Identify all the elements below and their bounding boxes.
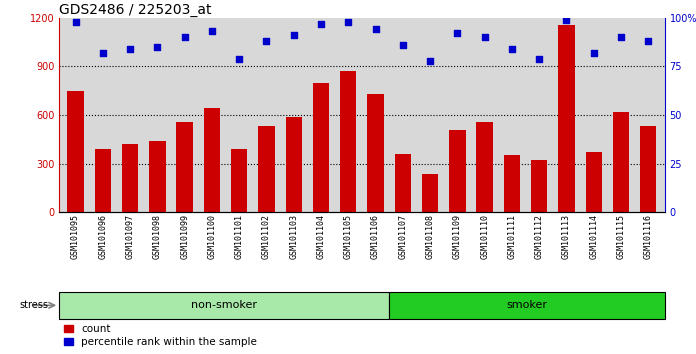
Bar xyxy=(177,122,193,212)
Bar xyxy=(585,152,602,212)
Bar xyxy=(367,94,383,212)
Text: stress: stress xyxy=(19,300,49,310)
Bar xyxy=(558,25,575,212)
Text: GDS2486 / 225203_at: GDS2486 / 225203_at xyxy=(59,3,212,17)
Point xyxy=(288,32,299,38)
Bar xyxy=(149,141,166,212)
Point xyxy=(642,38,654,44)
Bar xyxy=(204,108,220,212)
Point xyxy=(315,21,326,26)
Point xyxy=(70,19,81,24)
Point xyxy=(397,42,409,48)
Text: smoker: smoker xyxy=(507,300,548,310)
Text: GSM101114: GSM101114 xyxy=(590,214,599,259)
Text: GSM101097: GSM101097 xyxy=(125,214,134,259)
Point xyxy=(534,56,545,62)
Point xyxy=(342,19,354,24)
Bar xyxy=(422,174,438,212)
Point xyxy=(152,44,163,50)
Point xyxy=(507,46,518,52)
Bar xyxy=(313,82,329,212)
Bar xyxy=(395,154,411,212)
Bar xyxy=(477,122,493,212)
Bar xyxy=(340,71,356,212)
Text: GSM101115: GSM101115 xyxy=(617,214,626,259)
Text: GSM101098: GSM101098 xyxy=(153,214,162,259)
Text: GSM101103: GSM101103 xyxy=(290,214,298,259)
Point xyxy=(425,58,436,63)
Text: GSM101106: GSM101106 xyxy=(371,214,380,259)
Point xyxy=(615,34,626,40)
Bar xyxy=(231,149,247,212)
Bar xyxy=(531,160,547,212)
Point xyxy=(452,30,463,36)
Bar xyxy=(258,126,275,212)
Text: GSM101099: GSM101099 xyxy=(180,214,189,259)
Text: GSM101104: GSM101104 xyxy=(317,214,326,259)
Bar xyxy=(390,292,665,319)
Text: GSM101110: GSM101110 xyxy=(480,214,489,259)
Point xyxy=(179,34,190,40)
Text: GSM101112: GSM101112 xyxy=(535,214,544,259)
Bar xyxy=(122,144,139,212)
Text: GSM101095: GSM101095 xyxy=(71,214,80,259)
Text: GSM101113: GSM101113 xyxy=(562,214,571,259)
Bar xyxy=(640,126,656,212)
Point xyxy=(206,28,217,34)
Text: GSM101116: GSM101116 xyxy=(644,214,653,259)
Point xyxy=(125,46,136,52)
Text: GSM101111: GSM101111 xyxy=(507,214,516,259)
Point xyxy=(97,50,109,56)
Text: GSM101100: GSM101100 xyxy=(207,214,216,259)
Bar xyxy=(59,292,390,319)
Point xyxy=(479,34,490,40)
Legend: count, percentile rank within the sample: count, percentile rank within the sample xyxy=(64,324,257,347)
Text: non-smoker: non-smoker xyxy=(191,300,258,310)
Point xyxy=(234,56,245,62)
Text: GSM101096: GSM101096 xyxy=(98,214,107,259)
Text: GSM101105: GSM101105 xyxy=(344,214,353,259)
Bar xyxy=(285,117,302,212)
Text: GSM101109: GSM101109 xyxy=(453,214,462,259)
Bar xyxy=(613,112,629,212)
Text: GSM101101: GSM101101 xyxy=(235,214,244,259)
Text: GSM101107: GSM101107 xyxy=(398,214,407,259)
Point xyxy=(370,27,381,32)
Bar xyxy=(449,130,466,212)
Text: GSM101102: GSM101102 xyxy=(262,214,271,259)
Bar xyxy=(68,91,84,212)
Point xyxy=(588,50,599,56)
Bar xyxy=(95,149,111,212)
Bar xyxy=(504,155,520,212)
Point xyxy=(261,38,272,44)
Point xyxy=(561,17,572,23)
Text: GSM101108: GSM101108 xyxy=(426,214,434,259)
